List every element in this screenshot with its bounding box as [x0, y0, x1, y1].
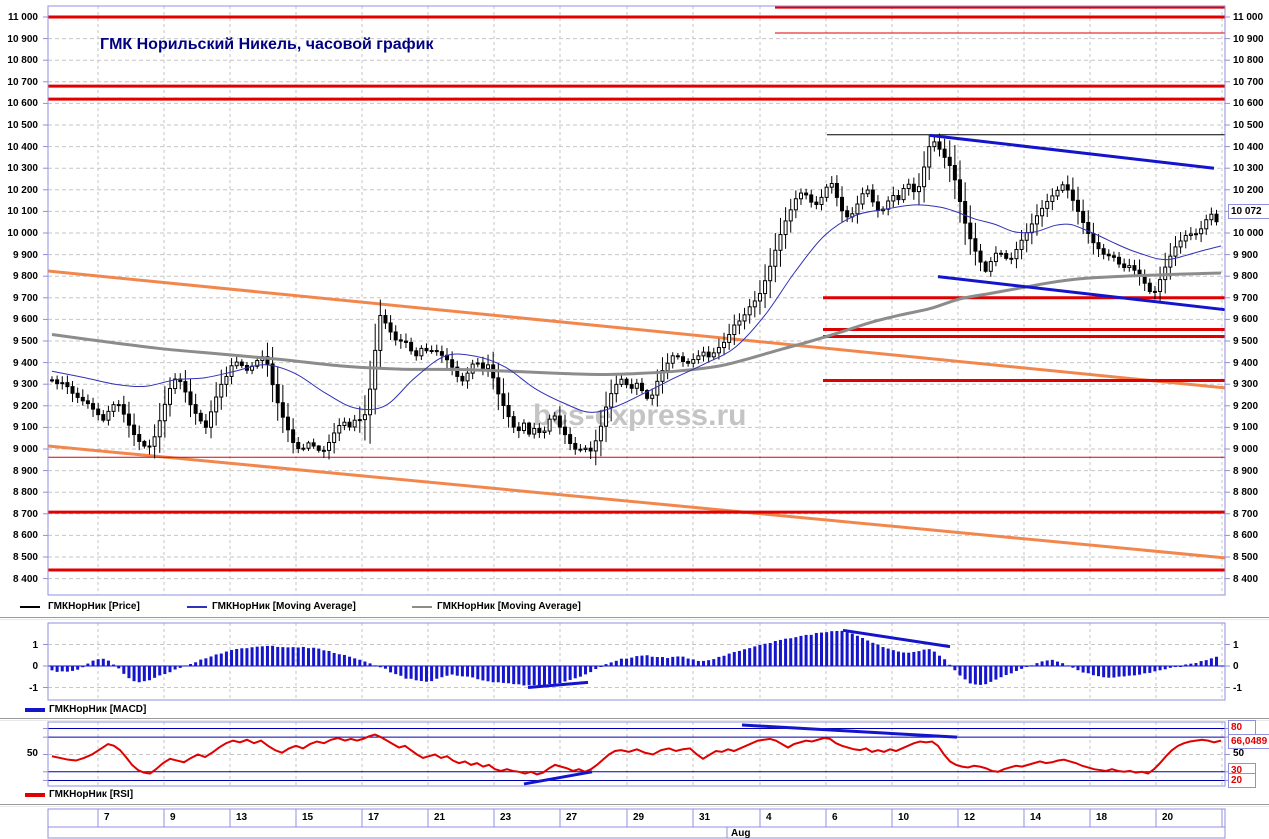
price-axis-label-right: 11 000 — [1233, 12, 1264, 23]
price-axis-label-left: 8 600 — [12, 530, 38, 542]
price-axis-label-right: 10 900 — [1233, 33, 1264, 45]
price-axis-label-right: 10 600 — [1233, 98, 1264, 110]
legend-ma1-label: ГМКНорНик [Moving Average] — [212, 601, 356, 612]
price-axis-label-left: 9 400 — [12, 357, 38, 369]
date-label: 9 — [170, 812, 176, 823]
macd-axis-label-left: 1 — [32, 639, 38, 651]
legend-price-dash-icon — [20, 606, 40, 608]
chart-title: ГМК Норильский Никель, часовой график — [100, 36, 434, 53]
macd-axis-label-right: 1 — [1233, 639, 1239, 651]
price-axis-label-left: 10 600 — [7, 98, 38, 110]
price-axis-label-left: 10 200 — [7, 184, 38, 196]
legend-rsi-label: ГМКНорНик [RSI] — [49, 789, 134, 800]
date-label: 18 — [1096, 812, 1108, 823]
price-axis-label-right: 9 500 — [1233, 336, 1259, 347]
price-axis-label-right: 10 300 — [1233, 163, 1264, 175]
rsi-level-80-box: 80 — [1228, 720, 1256, 735]
price-axis-label-left: 10 400 — [7, 141, 38, 153]
rsi-left-50-label: 50 — [26, 748, 38, 759]
date-label: 6 — [832, 812, 838, 823]
price-axis-label-left: 9 100 — [12, 422, 38, 434]
price-axis-label-right: 8 800 — [1233, 487, 1259, 499]
price-axis-label-right: 8 400 — [1233, 573, 1259, 585]
price-axis-label-left: 9 900 — [12, 249, 38, 261]
price-axis-label-right: 10 000 — [1233, 228, 1264, 239]
price-axis-label-left: 11 000 — [7, 12, 38, 23]
price-axis-label-right: 9 100 — [1233, 422, 1259, 434]
price-axis-label-left: 8 700 — [12, 508, 38, 520]
price-axis-label-left: 9 300 — [12, 379, 38, 391]
price-axis-label-left: 9 800 — [12, 271, 38, 283]
date-label: 4 — [766, 812, 772, 823]
date-label: 21 — [434, 812, 446, 823]
price-axis-label-right: 9 600 — [1233, 314, 1259, 326]
price-axis-label-left: 9 200 — [12, 400, 38, 412]
date-label: 20 — [1162, 812, 1174, 823]
rsi-current-value-box: 66,0489 — [1228, 734, 1269, 749]
price-axis-label-right: 8 900 — [1233, 465, 1259, 477]
date-label: 12 — [964, 812, 976, 823]
legend-ma1-dash-icon — [187, 606, 207, 608]
legend-ma2-dash-icon — [412, 606, 432, 608]
watermark: bcs-express.ru — [533, 399, 747, 432]
date-label: 13 — [236, 812, 248, 823]
price-axis-label-right: 8 500 — [1233, 552, 1259, 563]
price-axis-label-left: 9 500 — [12, 336, 38, 347]
price-axis-label-right: 10 500 — [1233, 120, 1264, 131]
price-axis-label-right: 9 000 — [1233, 444, 1259, 455]
price-axis-label-left: 10 000 — [7, 228, 38, 239]
price-axis-label-right: 10 400 — [1233, 141, 1264, 153]
macd-axis-label-left: 0 — [32, 661, 38, 672]
legend-ma2-label: ГМКНорНик [Moving Average] — [437, 601, 581, 612]
month-label: Aug — [731, 828, 751, 839]
date-label: 23 — [500, 812, 512, 823]
date-label: 15 — [302, 812, 314, 823]
price-axis-label-right: 10 800 — [1233, 55, 1264, 67]
date-label: 7 — [104, 812, 110, 823]
price-axis-label-left: 10 500 — [7, 120, 38, 131]
macd-axis-label-right: -1 — [1233, 682, 1242, 694]
price-axis-label-right: 9 900 — [1233, 249, 1259, 261]
macd-axis-label-left: -1 — [29, 682, 38, 694]
price-axis-label-right: 9 300 — [1233, 379, 1259, 391]
price-axis-label-right: 8 600 — [1233, 530, 1259, 542]
legend-rsi-dash-icon — [25, 793, 45, 797]
date-label: 29 — [633, 812, 645, 823]
price-axis-label-left: 9 700 — [12, 292, 38, 304]
price-axis-label-left: 8 900 — [12, 465, 38, 477]
price-axis-label-left: 8 800 — [12, 487, 38, 499]
rsi-level-20-box: 20 — [1228, 773, 1256, 788]
price-axis-label-right: 10 200 — [1233, 184, 1264, 196]
price-axis-label-left: 9 000 — [12, 444, 38, 455]
legend-macd-label: ГМКНорНик [MACD] — [49, 704, 147, 715]
rsi-right-50-label: 50 — [1233, 748, 1245, 759]
date-label: 31 — [699, 812, 711, 823]
legend-price-label: ГМКНорНик [Price] — [48, 601, 140, 612]
date-label: 17 — [368, 812, 380, 823]
price-axis-label-left: 10 900 — [7, 33, 38, 45]
legend-macd-dash-icon — [25, 708, 45, 712]
price-axis-label-left: 9 600 — [12, 314, 38, 326]
price-axis-label-left: 10 100 — [7, 206, 38, 218]
price-axis-label-left: 8 500 — [12, 552, 38, 563]
price-axis-label-right: 8 700 — [1233, 508, 1259, 520]
price-axis-label-left: 10 800 — [7, 55, 38, 67]
price-axis-label-right: 10 700 — [1233, 76, 1264, 88]
price-axis-label-left: 10 300 — [7, 163, 38, 175]
date-label: 14 — [1030, 812, 1042, 823]
price-axis-label-right: 9 700 — [1233, 292, 1259, 304]
price-axis-label-right: 9 200 — [1233, 400, 1259, 412]
price-axis-label-right: 9 800 — [1233, 271, 1259, 283]
date-label: 27 — [566, 812, 578, 823]
price-axis-label-left: 10 700 — [7, 76, 38, 88]
price-axis-label-right: 9 400 — [1233, 357, 1259, 369]
macd-axis-label-right: 0 — [1233, 661, 1239, 672]
price-axis-label-left: 8 400 — [12, 573, 38, 585]
last-price-box: 10 072 — [1228, 204, 1269, 219]
date-label: 10 — [898, 812, 910, 823]
